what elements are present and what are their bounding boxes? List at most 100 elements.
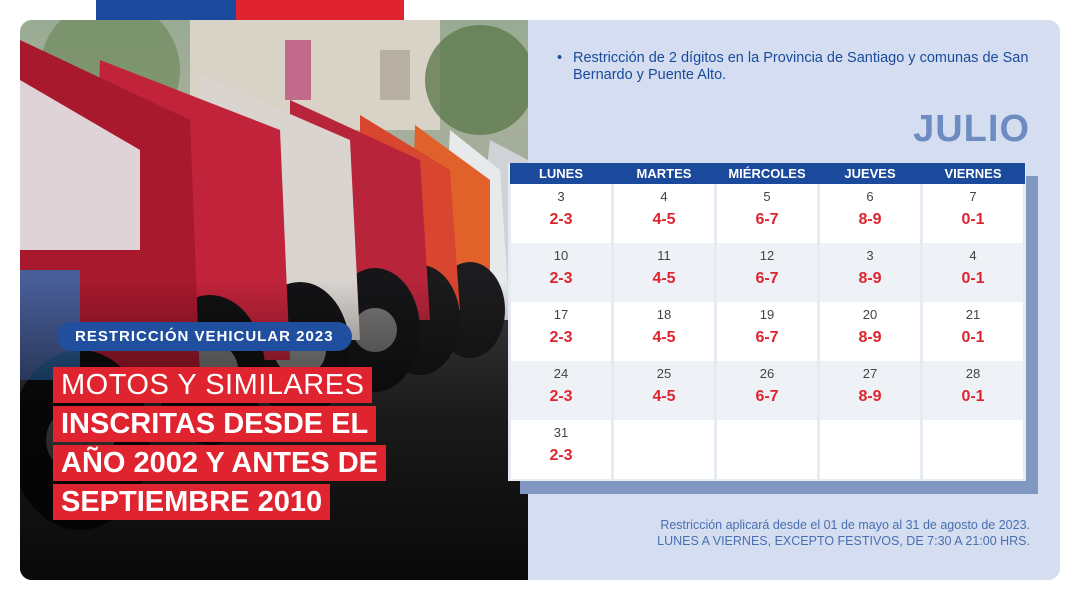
calendar-row: 24 2-3 25 4-5 26 6-7 27 8-9 28 0-1 [508,361,1026,420]
bullet-dot-icon: • [557,50,563,66]
day-number: 11 [657,248,671,263]
plate-digits: 0-1 [961,329,985,346]
calendar-cell: 25 4-5 [611,361,717,420]
calendar-row: 17 2-3 18 4-5 19 6-7 20 8-9 21 0-1 [508,302,1026,361]
flag-blue-stripe [96,0,236,20]
headline: MOTOS Y SIMILARES INSCRITAS DESDE EL AÑO… [53,367,386,523]
day-number: 27 [862,366,878,381]
day-number [820,425,920,441]
motorcycles-photo: RESTRICCIÓN VEHICULAR 2023 MOTOS Y SIMIL… [20,20,528,580]
plate-digits: 2-3 [549,329,573,346]
day-number [717,425,817,441]
plate-digits: 6-7 [755,211,779,228]
plate-digits: 8-9 [858,388,882,405]
plate-digits: 2-3 [549,270,573,287]
day-number: 12 [759,248,775,263]
calendar-cell: 20 8-9 [817,302,923,361]
day-number: 17 [553,307,569,322]
restriction-note-text: Restricción de 2 dígitos en la Provincia… [573,50,1029,83]
plate-digits: 0-1 [961,211,985,228]
plate-digits: 0-1 [961,388,985,405]
calendar-cell [714,420,820,479]
calendar-cell: 17 2-3 [508,302,614,361]
calendar-cell: 28 0-1 [920,361,1026,420]
headline-line-1: MOTOS Y SIMILARES [53,367,373,403]
plate-digits: 4-5 [652,270,676,287]
header-lunes: LUNES [509,163,613,184]
footer-note: Restricción aplicará desde el 01 de mayo… [657,517,1030,549]
calendar-cell: 5 6-7 [714,184,820,243]
calendar-cell: 7 0-1 [920,184,1026,243]
calendar-cell [817,420,923,479]
plate-digits: 8-9 [858,329,882,346]
month-title: JULIO [913,108,1030,150]
calendar-cell: 19 6-7 [714,302,820,361]
calendar-cell: 31 2-3 [508,420,614,479]
footer-line-2: LUNES A VIERNES, EXCEPTO FESTIVOS, DE 7:… [657,534,1030,548]
calendar-cell: 4 4-5 [611,184,717,243]
header-martes: MARTES [612,163,716,184]
plate-digits: 8-9 [858,270,882,287]
day-number: 6 [866,189,874,204]
day-number: 31 [553,425,569,440]
plate-digits: 0-1 [961,270,985,287]
headline-line-2: INSCRITAS DESDE EL [53,406,377,442]
calendar-cell: 21 0-1 [920,302,1026,361]
calendar-cell [611,420,717,479]
header-miercoles: MIÉRCOLES [715,163,819,184]
plate-digits: 4-5 [652,329,676,346]
restriction-note: • Restricción de 2 dígitos en la Provinc… [557,50,1033,84]
headline-line-4: SEPTIEMBRE 2010 [53,484,331,520]
day-number: 7 [969,189,977,204]
day-number [614,425,714,441]
day-number: 3 [557,189,565,204]
calendar-cell [920,420,1026,479]
day-number: 26 [759,366,775,381]
day-number: 5 [763,189,771,204]
calendar-cell: 3 8-9 [817,243,923,302]
calendar-cell: 10 2-3 [508,243,614,302]
header-jueves: JUEVES [818,163,922,184]
day-number: 25 [656,366,672,381]
day-number: 10 [553,248,569,263]
calendar-cell: 27 8-9 [817,361,923,420]
day-number: 19 [759,307,775,322]
restriction-badge: RESTRICCIÓN VEHICULAR 2023 [57,322,352,351]
calendar-cell: 6 8-9 [817,184,923,243]
day-number: 3 [866,248,874,263]
day-number: 18 [656,307,672,322]
calendar-row: 10 2-3 11 4-5 12 6-7 3 8-9 4 0-1 [508,243,1026,302]
plate-digits: 2-3 [549,388,573,405]
day-number: 4 [660,189,668,204]
plate-digits: 6-7 [755,270,779,287]
day-number: 28 [965,366,981,381]
calendar-cell: 11 4-5 [611,243,717,302]
day-number [923,425,1023,441]
flag-red-stripe [236,0,404,20]
calendar-cell: 18 4-5 [611,302,717,361]
plate-digits: 6-7 [755,388,779,405]
calendar-cell: 4 0-1 [920,243,1026,302]
calendar-row: 3 2-3 4 4-5 5 6-7 6 8-9 7 0-1 [508,184,1026,243]
day-number: 21 [965,307,981,322]
restriction-card: RESTRICCIÓN VEHICULAR 2023 MOTOS Y SIMIL… [20,20,1060,580]
calendar-cell: 24 2-3 [508,361,614,420]
calendar-cell: 26 6-7 [714,361,820,420]
day-number: 20 [862,307,878,322]
day-number: 4 [969,248,977,263]
calendar-row: 31 2-3 [508,420,1026,479]
plate-digits: 4-5 [652,211,676,228]
header-viernes: VIERNES [921,163,1025,184]
plate-digits: 2-3 [549,447,573,464]
day-number: 24 [553,366,569,381]
footer-line-1: Restricción aplicará desde el 01 de mayo… [660,518,1030,532]
calendar-cell: 12 6-7 [714,243,820,302]
flag-bar [96,0,404,20]
plate-digits: 6-7 [755,329,779,346]
plate-digits: 8-9 [858,211,882,228]
plate-digits: 2-3 [549,211,573,228]
calendar-cell: 3 2-3 [508,184,614,243]
headline-line-3: AÑO 2002 Y ANTES DE [53,445,386,481]
